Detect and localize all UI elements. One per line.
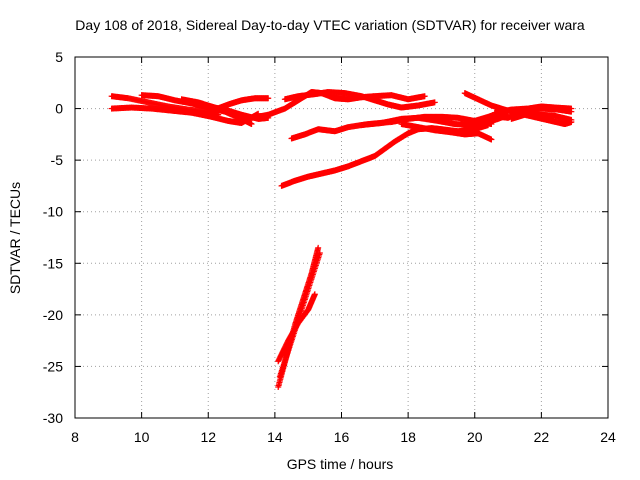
data-point (568, 105, 575, 112)
x-tick-label: 22 (534, 429, 550, 445)
x-tick-label: 20 (467, 429, 483, 445)
series-track-n (491, 103, 575, 116)
series-track-a (108, 93, 222, 118)
x-tick-label: 8 (71, 429, 79, 445)
y-tick-label: -15 (43, 255, 63, 271)
x-tick-label: 12 (200, 429, 216, 445)
y-tick-label: -20 (43, 307, 63, 323)
series-track-o (508, 111, 575, 128)
data-series (108, 89, 575, 391)
x-tick-label: 18 (400, 429, 416, 445)
series-track-g (281, 89, 438, 111)
chart-title: Day 108 of 2018, Sidereal Day-to-day VTE… (75, 17, 585, 33)
data-point (568, 118, 575, 125)
y-axis-ticks: 5 0 -5 -10 -15 -20 -25 -30 (43, 49, 608, 426)
series-track-k (398, 121, 495, 143)
data-point (316, 249, 323, 256)
x-tick-label: 16 (334, 429, 350, 445)
series-track-e (211, 95, 272, 113)
series-track-r (276, 249, 323, 380)
data-point (315, 244, 322, 251)
data-point (311, 291, 318, 298)
series-track-j (278, 122, 492, 189)
x-axis-ticks: 8 10 12 14 16 18 20 22 24 (71, 57, 616, 445)
x-axis-label: GPS time / hours (286, 456, 394, 472)
x-tick-label: 24 (600, 429, 616, 445)
data-point (431, 99, 438, 106)
y-tick-label: -5 (51, 152, 64, 168)
y-tick-label: 0 (55, 101, 63, 117)
y-axis-label: SDTVAR / TECUs (7, 181, 23, 295)
data-point (248, 121, 255, 128)
y-tick-label: -30 (43, 410, 63, 426)
x-tick-label: 10 (134, 429, 150, 445)
data-point (485, 122, 492, 129)
x-tick-label: 14 (267, 429, 283, 445)
y-tick-label: 5 (55, 49, 63, 65)
data-point (421, 93, 428, 100)
data-point (488, 136, 495, 143)
data-point (265, 95, 272, 102)
y-tick-label: -25 (43, 358, 63, 374)
y-tick-label: -10 (43, 204, 63, 220)
